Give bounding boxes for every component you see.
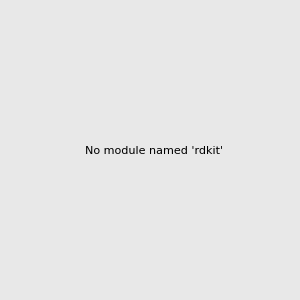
Text: No module named 'rdkit': No module named 'rdkit' [85, 146, 223, 157]
